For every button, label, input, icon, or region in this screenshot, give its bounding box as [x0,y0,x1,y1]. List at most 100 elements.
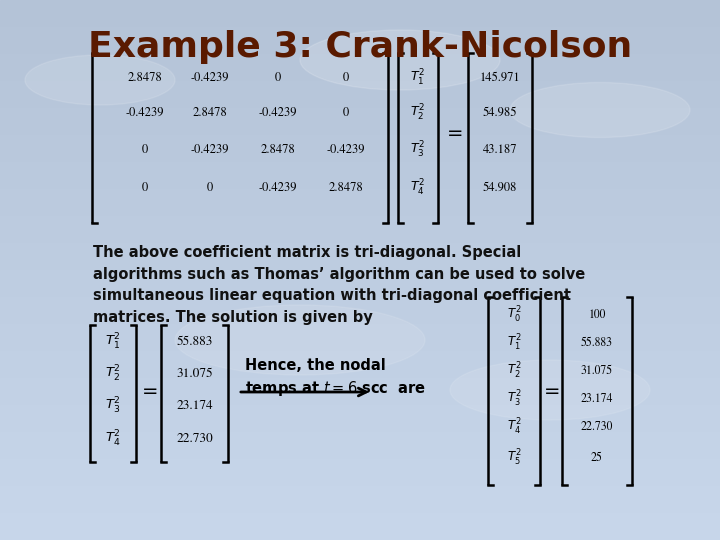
Text: -0.4239: -0.4239 [327,144,365,156]
Text: $T_5^2$: $T_5^2$ [507,448,521,468]
Text: =: = [446,124,463,143]
Bar [0,263,720,270]
Text: $T_1^2$: $T_1^2$ [410,68,426,88]
Text: -0.4239: -0.4239 [191,144,229,156]
Text: The above coefficient matrix is tri-diagonal. Special
algorithms such as Thomas’: The above coefficient matrix is tri-diag… [93,245,585,325]
Bar [0,0,720,6]
Bar [0,94,720,102]
Text: 43.187: 43.187 [482,144,517,156]
Bar [0,60,720,68]
Text: 22.730: 22.730 [581,421,613,433]
Bar [0,135,720,141]
Bar [0,222,720,230]
Bar [0,27,720,33]
Text: Example 3: Crank-Nicolson: Example 3: Crank-Nicolson [88,30,632,64]
Bar [0,345,720,351]
Bar [0,364,720,372]
Bar [0,526,720,534]
Text: $T_4^2$: $T_4^2$ [410,178,426,198]
Bar [0,243,720,249]
Bar [0,507,720,513]
Text: $T_2^2$: $T_2^2$ [507,361,521,381]
Text: 55.883: 55.883 [177,336,213,348]
Text: $T_4^2$: $T_4^2$ [105,429,121,449]
Bar [0,411,720,418]
Text: -0.4239: -0.4239 [191,72,229,84]
Bar [0,519,720,526]
Ellipse shape [300,30,500,90]
Text: 25: 25 [591,452,603,464]
Text: 54.908: 54.908 [483,182,517,194]
Bar [0,237,720,243]
Bar [0,297,720,303]
Text: 0: 0 [142,144,148,156]
Text: 22.730: 22.730 [176,433,213,445]
Bar [0,74,720,81]
Bar [0,534,720,540]
Bar [0,324,720,330]
Bar [0,357,720,364]
Bar [0,418,720,426]
Bar [0,195,720,202]
Text: -0.4239: -0.4239 [126,107,164,119]
Text: 100: 100 [588,309,606,321]
Text: 2.8478: 2.8478 [261,144,295,156]
Bar [0,249,720,256]
Text: 0: 0 [207,182,213,194]
Bar [0,40,720,47]
Text: 2.8478: 2.8478 [328,182,364,194]
Bar [0,230,720,237]
Bar [0,270,720,276]
Text: 2.8478: 2.8478 [127,72,163,84]
Bar [0,513,720,519]
Text: -0.4239: -0.4239 [258,107,297,119]
Text: $T_1^2$: $T_1^2$ [507,333,521,353]
Ellipse shape [510,83,690,138]
Bar [0,68,720,74]
Bar [0,303,720,310]
Text: $T_3^2$: $T_3^2$ [507,389,521,409]
Bar [0,87,720,94]
Text: 0: 0 [343,72,349,84]
Bar [0,330,720,338]
Text: 23.174: 23.174 [581,393,613,405]
Bar [0,486,720,492]
Text: $T_3^2$: $T_3^2$ [410,140,426,160]
Bar [0,115,720,122]
Bar [0,351,720,357]
Text: Hence, the nodal: Hence, the nodal [245,357,386,373]
Text: temps at $t=6$ scc  are: temps at $t=6$ scc are [245,379,426,397]
Bar [0,122,720,128]
Bar [0,108,720,115]
Bar [0,465,720,472]
Text: 55.883: 55.883 [581,337,613,349]
Bar [0,317,720,324]
Bar [0,472,720,480]
Bar [0,209,720,216]
Bar [0,453,720,459]
Bar [0,14,720,20]
Bar [0,176,720,183]
Bar [0,284,720,291]
Ellipse shape [450,360,650,420]
Bar [0,426,720,432]
Bar [0,141,720,149]
Bar [0,148,720,156]
Text: 2.8478: 2.8478 [193,107,228,119]
Bar [0,276,720,284]
Bar [0,168,720,176]
Text: 145.971: 145.971 [480,72,521,84]
Ellipse shape [175,305,425,375]
Text: 0: 0 [275,72,281,84]
Bar [0,500,720,507]
Bar [0,310,720,317]
Bar [0,47,720,54]
Text: $T_2^2$: $T_2^2$ [105,364,121,384]
Bar [0,372,720,378]
Text: $T_4^2$: $T_4^2$ [507,417,521,437]
Bar [0,338,720,345]
Text: 31.075: 31.075 [176,368,213,380]
Text: $T_1^2$: $T_1^2$ [105,332,121,352]
Text: =: = [544,382,560,402]
Bar [0,20,720,27]
